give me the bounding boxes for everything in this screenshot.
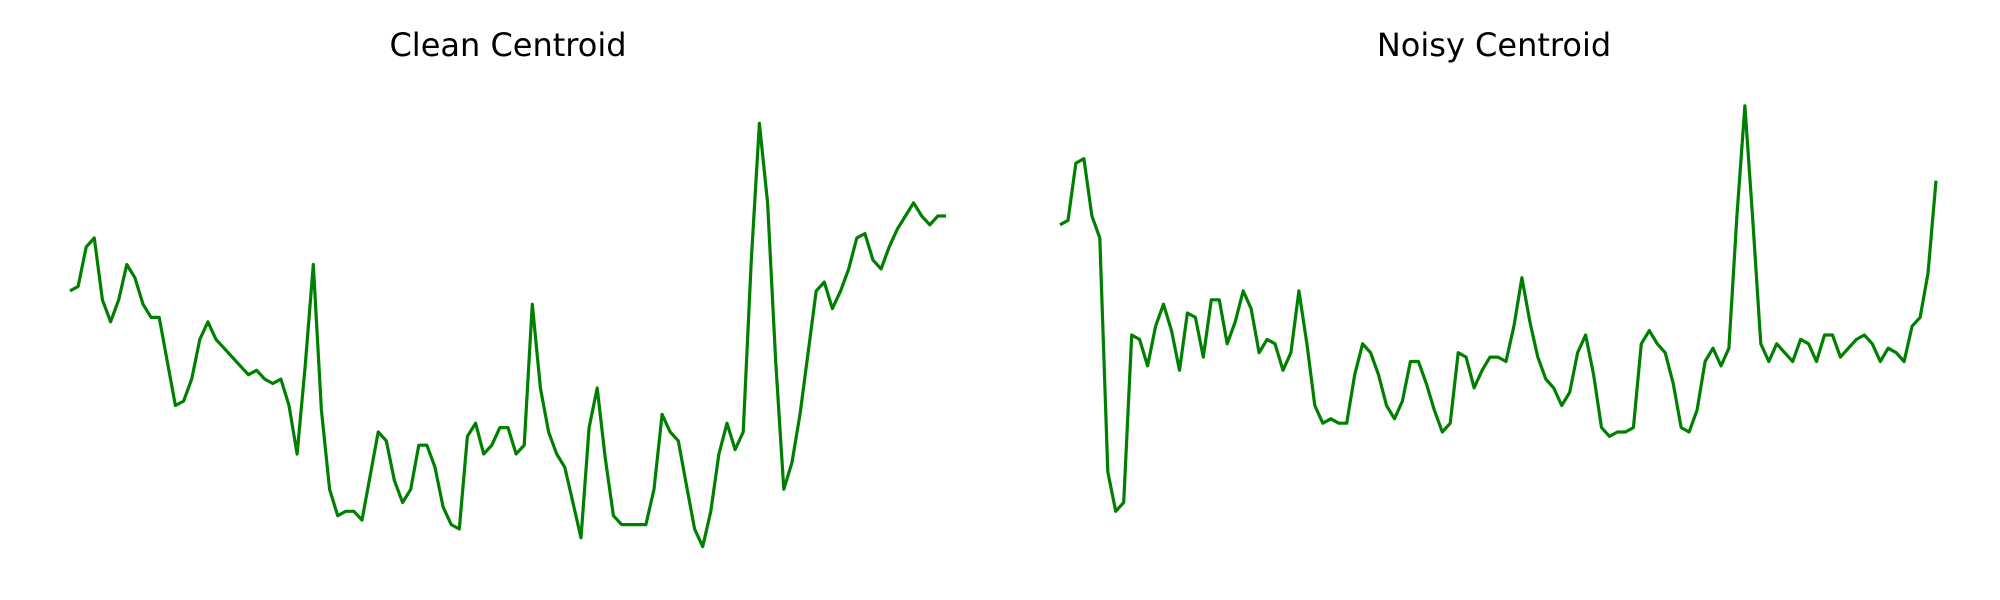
- series-line-noisy-centroid: [1059, 104, 1938, 513]
- series-line-clean-centroid: [69, 121, 946, 549]
- chart-clean-centroid: Clean Centroid: [69, 26, 946, 549]
- chart-title-clean-centroid: Clean Centroid: [389, 26, 626, 64]
- chart-noisy-centroid: Noisy Centroid: [1059, 26, 1938, 513]
- chart-title-noisy-centroid: Noisy Centroid: [1377, 26, 1611, 64]
